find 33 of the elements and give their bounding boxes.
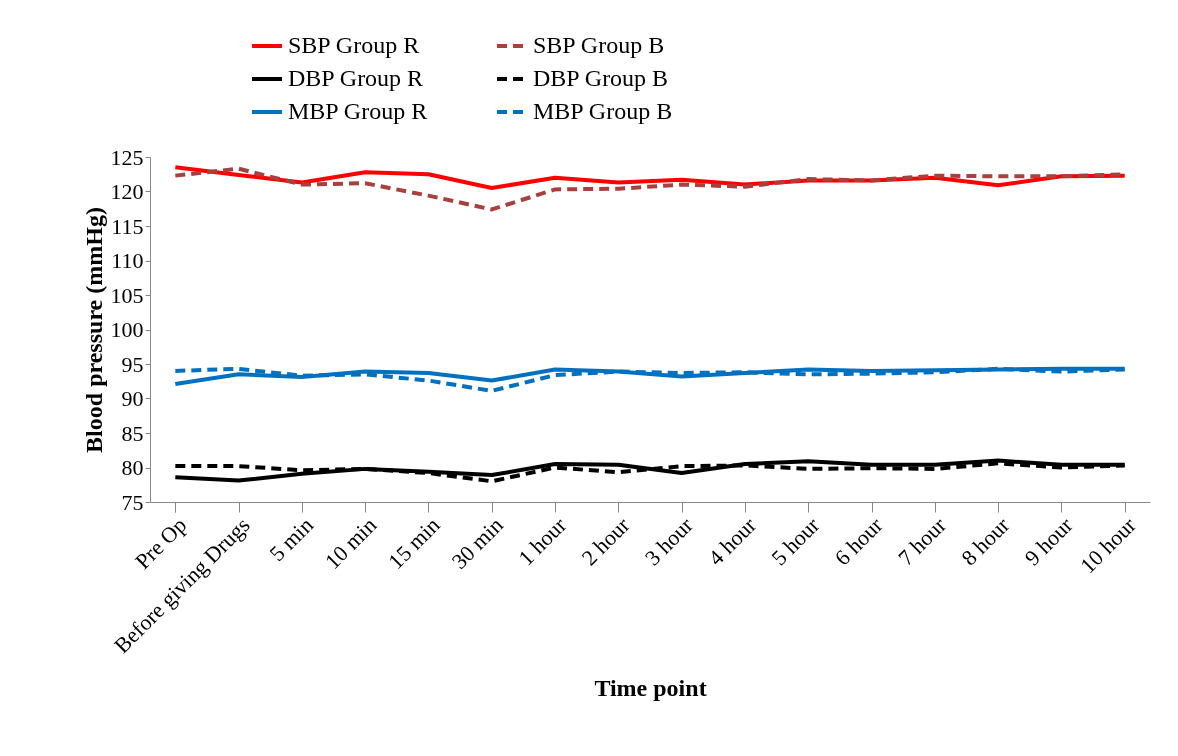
y-tick-label: 80 bbox=[121, 455, 144, 480]
x-tick-label: 2 hour bbox=[576, 511, 635, 571]
x-tick-label: 10 hour bbox=[1075, 511, 1142, 579]
x-tick-label: 30 min bbox=[446, 512, 508, 574]
x-tick-label: 10 min bbox=[319, 512, 382, 574]
y-tick-label: 115 bbox=[111, 213, 144, 239]
x-tick-label: 3 hour bbox=[639, 511, 699, 571]
legend-label: SBP Group R bbox=[288, 32, 420, 58]
legend-label: SBP Group B bbox=[533, 32, 665, 58]
y-tick-label: 120 bbox=[110, 179, 144, 204]
x-tick-label: 8 hour bbox=[956, 511, 1015, 571]
y-tick-label: 90 bbox=[121, 386, 144, 411]
legend-label: MBP Group R bbox=[288, 98, 428, 124]
x-tick-label: 9 hour bbox=[1019, 511, 1078, 571]
y-tick-label: 95 bbox=[121, 351, 144, 377]
legend-label: DBP Group B bbox=[533, 65, 669, 91]
x-tick-label: 1 hour bbox=[513, 511, 572, 571]
x-tick-label: 4 hour bbox=[703, 511, 762, 571]
x-tick-label: 7 hour bbox=[893, 511, 952, 571]
legend-label: MBP Group B bbox=[533, 98, 673, 124]
y-axis-title: Blood pressure (mmHg) bbox=[80, 207, 107, 453]
x-tick-label: 5 min bbox=[264, 512, 318, 566]
y-tick-label: 75 bbox=[121, 489, 144, 515]
x-tick-label: 15 min bbox=[383, 512, 445, 574]
x-axis-title: Time point bbox=[594, 675, 707, 702]
legend-label: DBP Group R bbox=[288, 65, 424, 91]
x-tick-label: 6 hour bbox=[829, 511, 889, 571]
y-tick-label: 105 bbox=[110, 282, 144, 308]
y-tick-label: 85 bbox=[121, 420, 144, 446]
y-tick-label: 100 bbox=[110, 317, 144, 342]
y-tick-label: 125 bbox=[110, 144, 144, 170]
y-tick-label: 110 bbox=[111, 248, 144, 273]
x-tick-label: 5 hour bbox=[766, 511, 825, 571]
